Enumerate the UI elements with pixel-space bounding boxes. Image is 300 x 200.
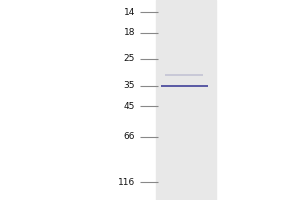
Bar xyxy=(165,74,202,76)
Text: 45: 45 xyxy=(124,102,135,111)
Text: 25: 25 xyxy=(124,54,135,63)
Text: 35: 35 xyxy=(124,81,135,90)
Text: 14: 14 xyxy=(124,8,135,17)
Text: 116: 116 xyxy=(118,178,135,187)
Text: 66: 66 xyxy=(124,132,135,141)
Bar xyxy=(160,85,208,87)
Bar xyxy=(156,0,216,200)
Text: 18: 18 xyxy=(124,28,135,37)
